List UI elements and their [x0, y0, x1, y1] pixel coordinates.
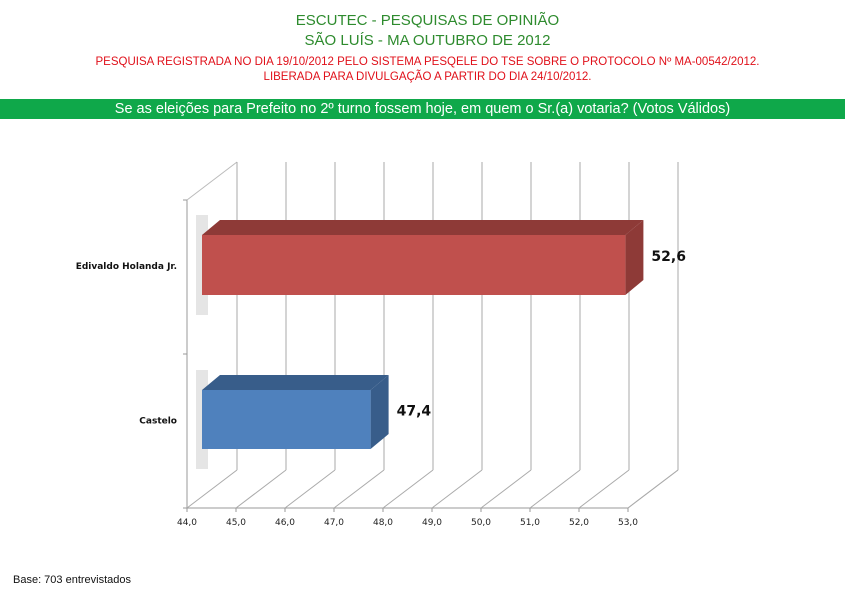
question-banner: Se as eleições para Prefeito no 2º turno…	[0, 99, 845, 119]
release-note: LIBERADA PARA DIVULGAÇÃO A PARTIR DO DIA…	[263, 71, 592, 83]
data-label: 47,4	[397, 404, 432, 420]
floor-gridline	[480, 469, 532, 509]
bar-top-face	[202, 220, 644, 235]
x-tick-label: 48,0	[373, 518, 393, 528]
x-tick-label: 47,0	[324, 518, 344, 528]
floor-gridline	[529, 469, 581, 509]
data-label: 52,6	[651, 249, 686, 265]
floor-gridline	[578, 469, 630, 509]
floor-gridline	[627, 469, 679, 509]
x-tick-label: 52,0	[569, 518, 589, 528]
bar-2	[202, 390, 371, 449]
bar-side-face	[625, 220, 644, 295]
floor-gridline	[431, 469, 483, 509]
sample-base: Base: 703 entrevistados	[13, 574, 132, 586]
x-tick-label: 51,0	[520, 518, 540, 528]
x-tick-label: 46,0	[275, 518, 295, 528]
x-tick-label: 45,0	[226, 518, 246, 528]
bar-top-face	[202, 375, 389, 390]
x-tick-label: 49,0	[422, 518, 442, 528]
floor-gridline	[235, 469, 287, 509]
floor-gridline	[382, 469, 434, 509]
floor-gridline	[333, 469, 385, 509]
floor-gridline	[284, 469, 336, 509]
report-subtitle: SÃO LUÍS - MA OUTUBRO DE 2012	[304, 32, 551, 49]
bar-1	[202, 235, 626, 295]
side-wall-top	[186, 161, 238, 201]
x-tick-label: 44,0	[177, 518, 197, 528]
registration-note: PESQUISA REGISTRADA NO DIA 19/10/2012 PE…	[95, 56, 760, 68]
x-tick-label: 50,0	[471, 518, 491, 528]
floor-gridline	[186, 469, 238, 509]
bar-side-face	[370, 375, 389, 449]
category-label: Edivaldo Holanda Jr.	[76, 262, 177, 272]
category-label: Castelo	[139, 417, 177, 427]
report-title: ESCUTEC - PESQUISAS DE OPINIÃO	[295, 12, 560, 29]
x-tick-label: 53,0	[618, 518, 638, 528]
